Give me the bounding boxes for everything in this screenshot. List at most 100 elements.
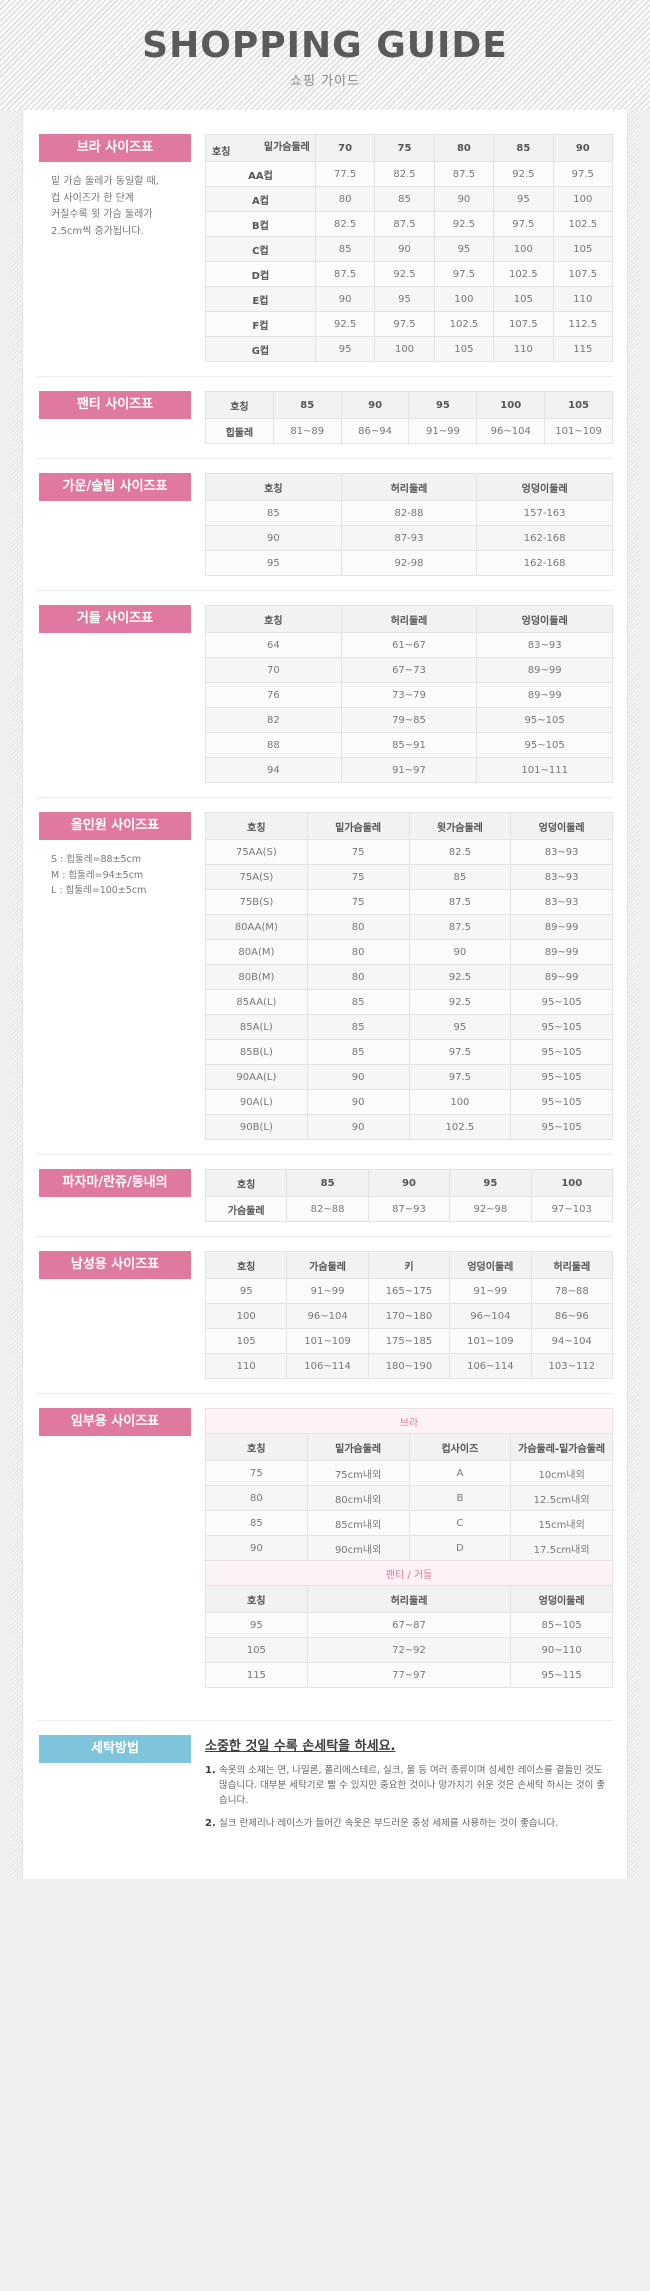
allinone-cell-9-2: 97.5 (408, 1064, 512, 1090)
allinone-cell-1-1: 75 (306, 864, 410, 890)
girdle-cell-2-0: 76 (205, 682, 342, 708)
panty-col-3: 95 (408, 391, 478, 419)
maternity-bra-col-0: 호칭 (205, 1433, 308, 1461)
allinone-cell-3-2: 87.5 (408, 914, 512, 940)
section-girdle-table-wrap: 호칭 허리둘레 엉덩이둘레 64 61~67 83~93 70 67~73 89~99 76 73… (205, 605, 613, 783)
maternity-bra-cell-0-2: A (408, 1460, 512, 1486)
allinone-cell-7-2: 95 (408, 1014, 512, 1040)
bra-corner-cell: 밑가슴둘레 호칭 (205, 134, 316, 162)
bra-cell-2-1: 87.5 (374, 211, 435, 237)
bra-rowlabel-4: D컵 (205, 261, 316, 287)
bra-cell-2-0: 82.5 (314, 211, 376, 237)
table-row: 85B(L) 85 97.5 95~105 (205, 1039, 613, 1065)
section-gown-left: 가운/슬립 사이즈표 (37, 473, 205, 501)
panty-cell-0-5: 101~109 (544, 418, 613, 444)
mens-col-0: 호칭 (204, 1251, 288, 1279)
bra-cell-2-3: 97.5 (493, 211, 554, 237)
mens-col-4: 허리둘레 (530, 1251, 614, 1279)
allinone-cell-8-2: 97.5 (408, 1039, 512, 1065)
girdle-col-2: 엉덩이둘레 (476, 605, 613, 633)
table-row: 95 67~87 85~105 (205, 1612, 613, 1638)
panty-col-5: 105 (544, 391, 613, 419)
table-row: 90A(L) 90 100 95~105 (205, 1089, 613, 1115)
gown-cell-1-0: 90 (205, 525, 342, 551)
divider (37, 1154, 613, 1155)
table-row: 105 101~109 175~185 101~109 94~104 (204, 1328, 614, 1354)
mens-col-2: 키 (367, 1251, 451, 1279)
mens-cell-0-3: 91~99 (449, 1278, 532, 1304)
table-row: 88 85~91 95~105 (205, 732, 613, 758)
maternity-panty-cell-1-0: 105 (205, 1637, 308, 1663)
section-maternity-table-wrap: 브라 호칭 밑가슴둘레 컵사이즈 가슴둘레-밑가슴둘레 75 75cm내외 A 10cm내외 80… (205, 1408, 613, 1688)
maternity-size-table: 브라 호칭 밑가슴둘레 컵사이즈 가슴둘레-밑가슴둘레 75 75cm내외 A 10cm내외 80… (205, 1408, 613, 1688)
allinone-cell-7-0: 85A(L) (205, 1014, 308, 1040)
maternity-panty-band: 팬티 / 거들 (205, 1560, 613, 1586)
table-row: A컵 80 85 90 95 100 (205, 186, 614, 212)
panty-cell-0-0: 힙둘레 (205, 418, 274, 444)
maternity-panty-band-row: 팬티 / 거들 (205, 1560, 613, 1586)
bra-cell-7-3: 110 (493, 336, 554, 362)
maternity-panty-col-1: 허리둘레 (306, 1585, 512, 1613)
girdle-cell-4-0: 88 (205, 732, 342, 758)
bra-cell-5-2: 100 (433, 286, 495, 312)
washing-item-text: 실크 란제리나 레이스가 들어간 속옷은 부드러운 중성 세제를 사용하는 것이… (219, 1817, 559, 1829)
bra-cell-2-2: 92.5 (433, 211, 495, 237)
bra-col-4: 90 (552, 134, 614, 162)
divider (37, 458, 613, 459)
bra-cell-2-4: 102.5 (552, 211, 614, 237)
table-header-row: 호칭 85 90 95 100 (204, 1169, 614, 1197)
panty-col-2: 90 (340, 391, 410, 419)
maternity-bra-cell-1-0: 80 (205, 1485, 308, 1511)
allinone-cell-10-2: 100 (408, 1089, 512, 1115)
allinone-cell-2-2: 87.5 (408, 889, 512, 915)
page-header: SHOPPING GUIDE 쇼핑 가이드 (0, 0, 650, 110)
table-row: 90B(L) 90 102.5 95~105 (205, 1114, 613, 1140)
allinone-cell-0-0: 75AA(S) (205, 839, 308, 865)
allinone-cell-7-1: 85 (306, 1014, 410, 1040)
mens-cell-3-0: 110 (204, 1353, 288, 1379)
gown-cell-0-1: 82-88 (340, 500, 478, 526)
content-panel: 브라 사이즈표 밑 가슴 둘레가 동일할 때, 컵 사이즈가 한 단계 커질수록 윗… (11, 110, 639, 1879)
allinone-col-0: 호칭 (205, 812, 308, 840)
gown-cell-0-0: 85 (205, 500, 342, 526)
section-washing-left: 세탁방법 (37, 1735, 205, 1763)
bra-cell-7-1: 100 (374, 336, 435, 362)
maternity-panty-cell-2-1: 77~97 (306, 1662, 512, 1688)
section-note-bra: 밑 가슴 둘레가 동일할 때, 컵 사이즈가 한 단계 커질수록 윗 가슴 둘레가 2… (51, 174, 197, 240)
bra-cell-1-3: 95 (493, 186, 554, 212)
allinone-table-body: 75AA(S) 75 82.5 83~93 75A(S) 75 85 83~93 75B(S) 7… (205, 839, 613, 1140)
bra-cell-6-0: 92.5 (314, 311, 376, 337)
bra-corner-bottom-label: 호칭 (212, 147, 231, 158)
mens-size-table: 호칭 가슴둘레 키 엉덩이둘레 허리둘레 95 91~99 165~175 91~99 78~8… (204, 1251, 614, 1379)
maternity-bra-cell-0-0: 75 (205, 1460, 308, 1486)
gown-cell-1-1: 87-93 (340, 525, 478, 551)
maternity-panty-cell-1-1: 72~92 (306, 1637, 512, 1663)
divider (37, 1393, 613, 1394)
table-row: 75A(S) 75 85 83~93 (205, 864, 613, 890)
gown-cell-0-2: 157-163 (476, 500, 613, 526)
maternity-bra-cell-3-2: D (408, 1535, 512, 1561)
panty-col-0: 호칭 (205, 391, 274, 419)
table-row: 힙둘레 81~89 86~94 91~99 96~104 101~109 (205, 418, 613, 444)
pajama-col-3: 95 (449, 1169, 532, 1197)
mens-cell-3-3: 106~114 (449, 1353, 532, 1379)
washing-list: 1. 속옷의 소재는 면, 나일론, 폴리에스테르, 실크, 울 등 여러 종류이… (205, 1763, 613, 1832)
table-row: D컵 87.5 92.5 97.5 102.5 107.5 (205, 261, 614, 287)
girdle-col-1: 허리둘레 (340, 605, 478, 633)
note-line: L : 힙둘레=100±5cm (51, 885, 147, 897)
allinone-cell-1-0: 75A(S) (205, 864, 308, 890)
table-row: 76 73~79 89~99 (205, 682, 613, 708)
maternity-bra-cell-0-1: 75cm내외 (306, 1460, 410, 1486)
maternity-panty-cell-0-2: 85~105 (510, 1612, 613, 1638)
pajama-table-body: 가슴둘레 82~88 87~93 92~98 97~103 (204, 1196, 614, 1222)
section-tag-girdle: 거들 사이즈표 (39, 605, 191, 633)
maternity-bra-col-1: 밑가슴둘레 (306, 1433, 410, 1461)
mens-cell-0-1: 91~99 (286, 1278, 369, 1304)
maternity-panty-cell-0-1: 67~87 (306, 1612, 512, 1638)
section-maternity: 임부용 사이즈표 브라 호칭 밑가슴둘레 컵사이즈 가슴둘레-밑가슴둘레 75 75cm내외… (23, 1394, 627, 1702)
bra-rowlabel-1: A컵 (205, 186, 316, 212)
gown-col-2: 엉덩이둘레 (476, 473, 613, 501)
mens-cell-0-4: 78~88 (530, 1278, 614, 1304)
bra-col-2: 80 (433, 134, 495, 162)
mens-col-3: 엉덩이둘레 (449, 1251, 532, 1279)
